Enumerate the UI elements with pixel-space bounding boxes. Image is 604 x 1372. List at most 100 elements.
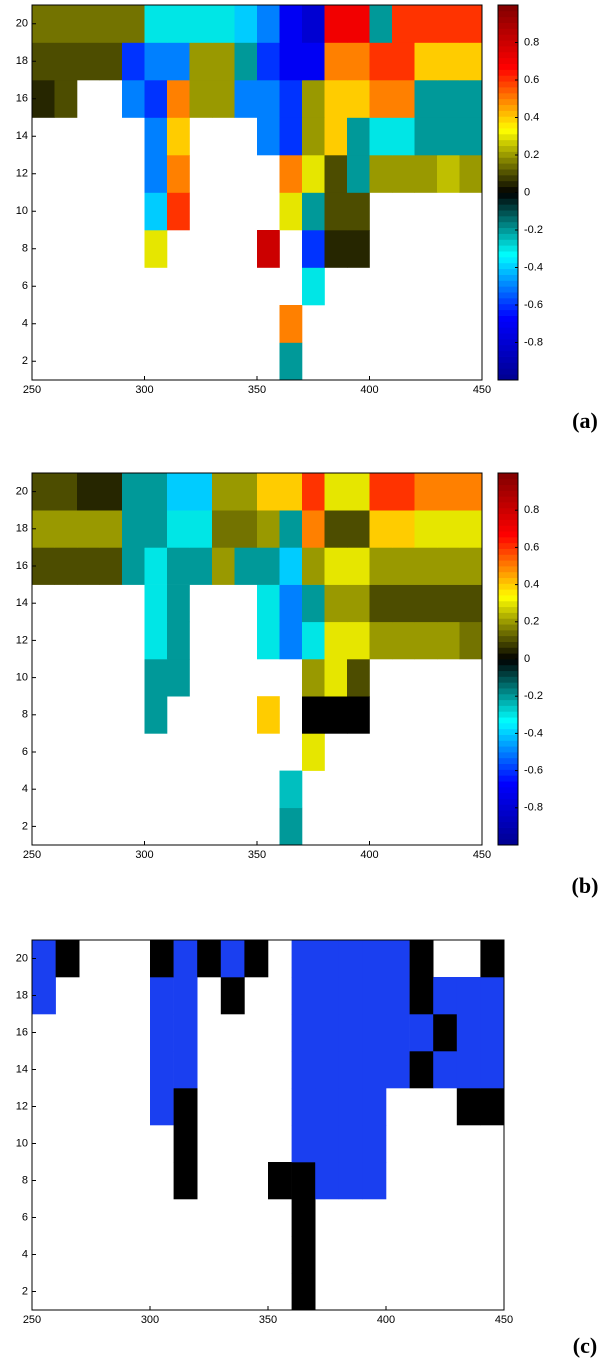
colorbar-swatch (498, 210, 518, 217)
y-tick-label: 10 (16, 205, 28, 217)
heat-cell (77, 42, 100, 81)
heat-cell (167, 510, 190, 548)
heat-cell (369, 584, 393, 623)
x-tick-label: 450 (473, 384, 491, 396)
heat-cell (433, 977, 458, 1015)
x-tick-label: 400 (377, 1314, 395, 1326)
heat-cell (315, 1125, 340, 1163)
colorbar-swatch (498, 239, 518, 246)
colorbar-swatch (498, 221, 518, 229)
x-tick-label: 300 (141, 1314, 159, 1326)
heat-cell (315, 1014, 340, 1052)
heat-cell (315, 1162, 340, 1200)
heat-cell (459, 621, 483, 660)
heat-cell (315, 1088, 340, 1126)
panel-label: (a) (572, 408, 598, 433)
colorbar-swatch (498, 548, 518, 555)
heat-cell (437, 547, 460, 585)
heat-cell (257, 510, 280, 548)
y-tick-label: 4 (22, 318, 28, 330)
colorbar-swatch (498, 635, 518, 642)
x-tick-label: 450 (495, 1314, 513, 1326)
colorbar-swatch (498, 478, 518, 486)
heat-cell (437, 42, 460, 81)
y-tick-label: 2 (22, 820, 28, 832)
heat-cell (77, 473, 100, 511)
heat-cell (279, 473, 303, 511)
heat-cell (302, 696, 325, 734)
heat-cell (369, 5, 393, 43)
heat-cell (279, 807, 303, 846)
colorbar-swatch (498, 600, 518, 608)
colorbar-tick-label: -0.8 (524, 336, 543, 348)
heat-cell (459, 117, 483, 156)
colorbar-swatch (498, 5, 518, 12)
heat-cell (55, 940, 80, 978)
heat-cell (459, 584, 483, 623)
heat-cell (212, 42, 235, 81)
colorbar-swatch (498, 711, 518, 718)
heat-cell (437, 117, 460, 156)
heat-cell (122, 547, 145, 585)
heat-cell (338, 977, 363, 1015)
colorbar-swatch (498, 286, 518, 293)
heat-cell (279, 5, 303, 43)
heat-cell (324, 117, 348, 156)
colorbar-swatch (498, 583, 518, 590)
colorbar-swatch (498, 350, 518, 357)
y-tick-label: 6 (22, 746, 28, 758)
y-tick-label: 16 (16, 1026, 28, 1038)
colorbar-swatch (498, 268, 518, 275)
heat-cell (437, 5, 460, 43)
colorbar-swatch (498, 746, 518, 753)
heat-cell (347, 155, 370, 193)
heat-cell (369, 473, 393, 511)
heat-cell (32, 42, 55, 81)
y-tick-label: 4 (22, 783, 28, 795)
heat-cell (234, 42, 258, 81)
heat-cell (369, 547, 393, 585)
heat-cell (324, 192, 348, 231)
y-tick-label: 2 (22, 355, 28, 367)
heat-cell (338, 940, 363, 978)
heat-cell (456, 977, 481, 1015)
heat-cell (77, 510, 100, 548)
colorbar-swatch (498, 63, 518, 70)
heat-cell (392, 155, 415, 193)
heat-cell (234, 80, 258, 118)
heat-cell (480, 977, 505, 1015)
heat-cell (414, 510, 438, 548)
heat-cell (144, 5, 168, 43)
colorbar-swatch (498, 670, 518, 677)
heat-cell (291, 1199, 316, 1237)
colorbar-swatch (498, 496, 518, 503)
heat-cell (414, 42, 438, 81)
heat-cell (347, 230, 370, 268)
y-tick-label: 12 (16, 1100, 28, 1112)
heat-cell (392, 584, 415, 623)
colorbar-swatch (498, 151, 518, 158)
colorbar-swatch (498, 618, 518, 625)
heat-cell (347, 192, 370, 231)
colorbar-swatch (498, 740, 518, 747)
heat-cell (386, 1014, 410, 1052)
colorbar-swatch (498, 810, 518, 817)
heat-cell (144, 659, 168, 697)
colorbar-swatch (498, 333, 518, 340)
heat-cell (279, 305, 303, 343)
heat-cell (257, 42, 280, 81)
colorbar-swatch (498, 256, 518, 264)
heat-cell (257, 117, 280, 156)
heat-cell (347, 510, 370, 548)
colorbar-tick-label: -0.6 (524, 765, 543, 777)
heat-cell (459, 155, 483, 193)
heat-cell (144, 42, 168, 81)
heat-cell (99, 42, 123, 81)
heat-cell (279, 621, 303, 660)
heat-cell (291, 1014, 316, 1052)
heat-cell (167, 547, 190, 585)
colorbar-swatch (498, 315, 518, 322)
colorbar-tick-label: 0.6 (524, 541, 539, 553)
colorbar-swatch (498, 682, 518, 689)
